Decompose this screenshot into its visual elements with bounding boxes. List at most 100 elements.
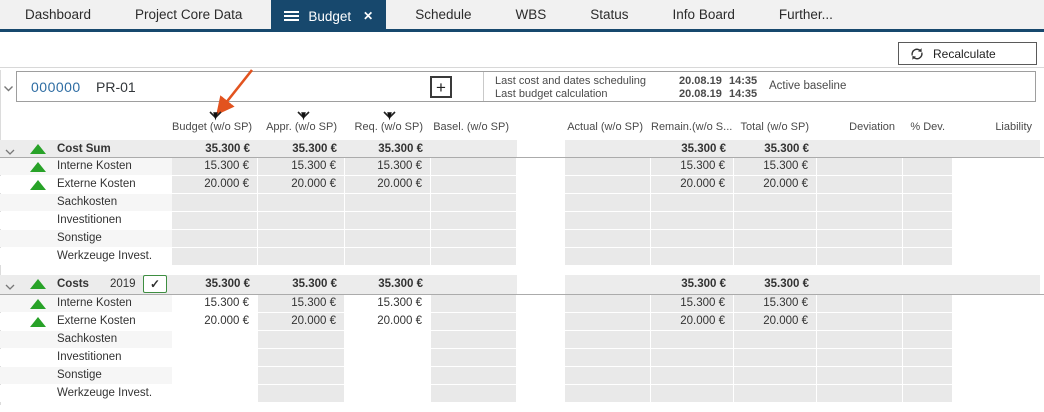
cell-basel bbox=[431, 313, 516, 330]
summary-label-cell: Cost Sum bbox=[0, 140, 172, 157]
last-scheduling-time: 14:35 bbox=[729, 75, 758, 87]
tab-project-core-data[interactable]: Project Core Data bbox=[135, 7, 243, 22]
filter-icon-budget[interactable] bbox=[209, 109, 222, 127]
cell-remain: 20.000 € bbox=[651, 176, 733, 193]
table-row: Investitionen bbox=[0, 212, 1044, 229]
cell-budget[interactable] bbox=[172, 331, 257, 348]
cell-pdev bbox=[903, 158, 952, 175]
hamburger-menu-icon[interactable] bbox=[284, 10, 300, 22]
collapse-chevron-icon[interactable] bbox=[5, 279, 15, 294]
cell-req[interactable] bbox=[345, 367, 430, 384]
cell-total bbox=[734, 385, 816, 402]
cell-budget[interactable]: 15.300 € bbox=[172, 295, 257, 312]
column-header-req[interactable]: Req. (w/o SP) bbox=[354, 121, 423, 133]
project-number[interactable]: 000000 bbox=[31, 79, 81, 95]
cell-req[interactable]: 20.000 € bbox=[345, 313, 430, 330]
cell-deviation bbox=[817, 176, 902, 193]
cell-basel bbox=[431, 230, 516, 247]
cell-liability bbox=[953, 194, 1039, 211]
summary-cell-liability bbox=[953, 140, 1040, 157]
column-group-gap bbox=[517, 331, 565, 348]
cell-budget bbox=[172, 230, 257, 247]
column-group-gap bbox=[517, 158, 565, 175]
column-header-liability[interactable]: Liability bbox=[995, 121, 1032, 133]
cell-actual bbox=[565, 194, 650, 211]
cell-total: 20.000 € bbox=[734, 313, 816, 330]
cell-budget[interactable]: 20.000 € bbox=[172, 313, 257, 330]
summary-cell-appr: 35.300 € bbox=[258, 140, 345, 157]
column-header-appr[interactable]: Appr. (w/o SP) bbox=[266, 121, 337, 133]
collapse-chevron-icon[interactable] bbox=[5, 144, 15, 157]
cell-liability bbox=[953, 367, 1039, 384]
cell-budget[interactable] bbox=[172, 385, 257, 402]
column-header-remain[interactable]: Remain.(w/o S... bbox=[651, 121, 733, 133]
cell-deviation bbox=[817, 367, 902, 384]
summary-cell-budget: 35.300 € bbox=[172, 140, 258, 157]
row-label-cell: Externe Kosten bbox=[0, 176, 172, 193]
column-header-deviation[interactable]: Deviation bbox=[849, 121, 895, 133]
cell-total: 15.300 € bbox=[734, 295, 816, 312]
cell-liability bbox=[953, 385, 1039, 402]
cell-total bbox=[734, 349, 816, 366]
row-label-cell: Sachkosten bbox=[0, 331, 172, 348]
column-header-actual[interactable]: Actual (w/o SP) bbox=[567, 121, 643, 133]
tab-budget-label: Budget bbox=[308, 8, 352, 24]
recalculate-button[interactable]: Recalculate bbox=[898, 42, 1037, 65]
tab-dashboard[interactable]: Dashboard bbox=[25, 7, 92, 22]
tab-list: Dashboard Project Core Data Budget ✕ Sch… bbox=[10, 0, 862, 32]
summary-cell-deviation bbox=[817, 275, 903, 294]
close-tab-icon[interactable]: ✕ bbox=[363, 9, 374, 23]
summary-cell-req: 35.300 € bbox=[345, 275, 431, 294]
column-header-basel[interactable]: Basel. (w/o SP) bbox=[433, 121, 509, 133]
cell-total: 15.300 € bbox=[734, 158, 816, 175]
tab-bar bbox=[0, 0, 1044, 32]
column-header-total[interactable]: Total (w/o SP) bbox=[740, 121, 809, 133]
tab-schedule[interactable]: Schedule bbox=[415, 7, 472, 22]
tab-status[interactable]: Status bbox=[590, 7, 629, 22]
cell-appr bbox=[258, 230, 344, 247]
cell-req[interactable] bbox=[345, 349, 430, 366]
cell-deviation bbox=[817, 194, 902, 211]
row-label-cell: Werkzeuge Invest. bbox=[0, 248, 172, 265]
column-header-budget[interactable]: Budget (w/o SP) bbox=[172, 121, 253, 133]
summary-cell-actual bbox=[565, 140, 651, 157]
cell-appr bbox=[258, 194, 344, 211]
project-name: PR-01 bbox=[96, 79, 136, 95]
cell-appr: 20.000 € bbox=[258, 313, 344, 330]
last-budget-calc-date: 20.08.19 bbox=[679, 88, 722, 100]
column-header-pct-dev[interactable]: % Dev. bbox=[910, 121, 945, 133]
tab-further[interactable]: Further... bbox=[778, 7, 833, 22]
cell-req: 20.000 € bbox=[345, 176, 430, 193]
row-label: Interne Kosten bbox=[57, 160, 132, 172]
cell-basel bbox=[431, 194, 516, 211]
summary-cell-pdev bbox=[903, 140, 953, 157]
cell-actual bbox=[565, 176, 650, 193]
column-group-gap bbox=[517, 212, 565, 229]
tab-wbs[interactable]: WBS bbox=[515, 7, 547, 22]
year-checkbox[interactable]: ✓ bbox=[143, 275, 167, 293]
cell-remain bbox=[651, 349, 733, 366]
row-label-cell: Werkzeuge Invest. bbox=[0, 385, 172, 402]
tab-budget-active[interactable]: Budget ✕ bbox=[271, 0, 387, 32]
cell-budget[interactable] bbox=[172, 367, 257, 384]
add-button[interactable]: + bbox=[430, 76, 452, 98]
project-expand-chevron-icon[interactable] bbox=[3, 80, 14, 98]
cell-deviation bbox=[817, 385, 902, 402]
cell-req bbox=[345, 212, 430, 229]
table-row: Externe Kosten 20.000 €20.000 €20.000 €20… bbox=[0, 313, 1044, 330]
cell-req[interactable] bbox=[345, 385, 430, 402]
filter-icon-req[interactable] bbox=[383, 109, 396, 127]
tab-info-board[interactable]: Info Board bbox=[672, 7, 735, 22]
cell-req bbox=[345, 248, 430, 265]
cell-appr bbox=[258, 212, 344, 229]
summary-cell-basel bbox=[431, 275, 517, 294]
summary-cell-appr: 35.300 € bbox=[258, 275, 345, 294]
cell-basel bbox=[431, 295, 516, 312]
cell-req[interactable] bbox=[345, 331, 430, 348]
filter-icon-appr[interactable] bbox=[297, 109, 310, 127]
table-row: Werkzeuge Invest. bbox=[0, 248, 1044, 265]
summary-row: Costs 2019 ✓ 35.300 €35.300 €35.300 €35.300… bbox=[0, 275, 1044, 295]
cell-budget[interactable] bbox=[172, 349, 257, 366]
cell-remain bbox=[651, 230, 733, 247]
cell-req[interactable]: 15.300 € bbox=[345, 295, 430, 312]
